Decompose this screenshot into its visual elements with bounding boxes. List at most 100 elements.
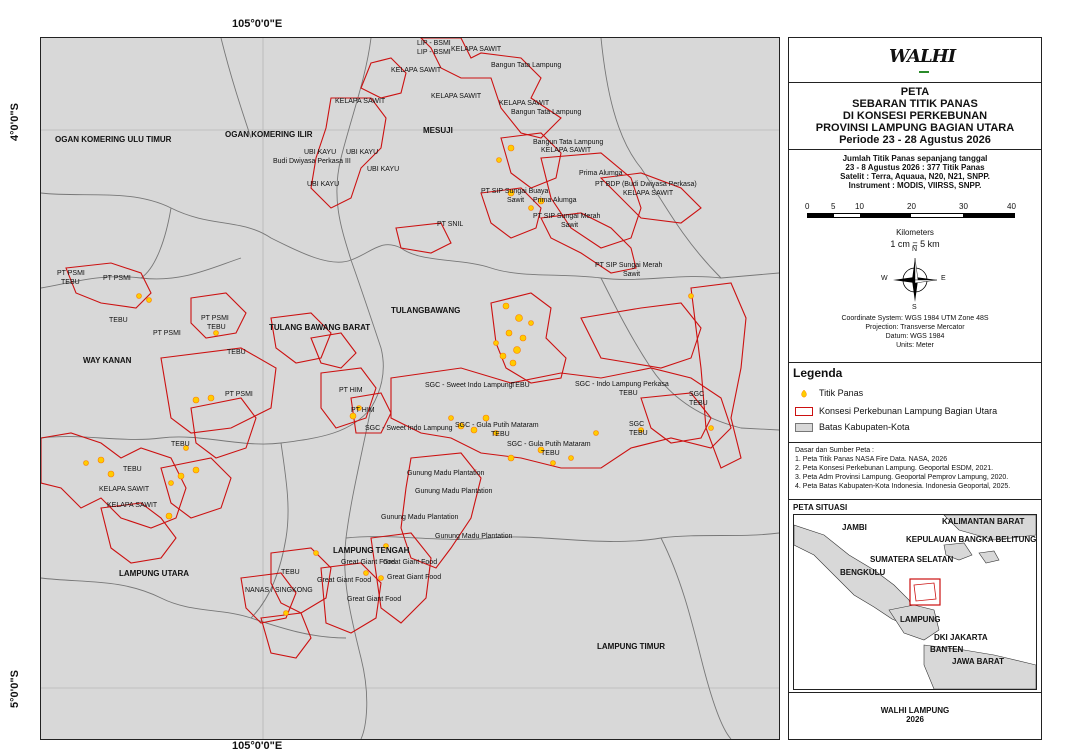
concession-label: PT BDP (Budi Dwiyasa Perkasa) <box>595 181 697 188</box>
hotspot <box>470 426 478 434</box>
concession-label: PT SIP Sungai Buaya <box>481 188 549 195</box>
concession-label: Sawit <box>561 222 579 229</box>
concession-label: Gunung Madu Plantation <box>381 514 459 521</box>
sources-section: Dasar dan Sumber Peta : 1. Peta Titik Pa… <box>789 442 1041 500</box>
legend-title: Legenda <box>793 366 843 380</box>
scale-unit: Kilometers <box>896 228 934 237</box>
source-item: 1. Peta Titik Panas NASA Fire Data. NASA… <box>795 456 948 463</box>
concession-label: UBI KAYU <box>304 149 337 156</box>
inset-label: LAMPUNG <box>900 615 941 624</box>
hotspot <box>568 455 574 461</box>
region-label: WAY KANAN <box>83 356 132 365</box>
legend-section: Legenda Titik Panas Konsesi Perkebunan L… <box>789 362 1041 443</box>
scale-tick: 20 <box>907 202 916 211</box>
projection-info: Coordinate System: WGS 1984 UTM Zone 48S… <box>789 314 1041 350</box>
logo-section: WALHI <box>789 38 1041 83</box>
scale-tick: 5 <box>831 202 836 211</box>
concession-label: Gunung Madu Plantation <box>407 470 485 477</box>
hotspot <box>513 346 521 354</box>
hotspot <box>493 340 499 346</box>
concession-label: TEBU <box>619 390 638 397</box>
hotspot <box>550 460 556 466</box>
hotspot <box>502 302 510 310</box>
concession-label: UBI KAYU <box>307 181 340 188</box>
concession-label: TEBU <box>227 349 246 356</box>
boundary-swatch <box>795 422 813 432</box>
concession-label: KELAPA SAWIT <box>431 93 482 100</box>
concession-label: TEBU <box>109 317 128 324</box>
compass-s: S <box>912 304 917 311</box>
scale-bar-segments <box>807 213 1015 218</box>
hotspot <box>107 470 115 478</box>
concession-label: PT HIM <box>351 407 375 414</box>
inset-label: BANTEN <box>930 645 964 654</box>
title-line: DI KONSESI PERKEBUNAN <box>842 110 988 122</box>
info-line: Jumlah Titik Panas sepanjang tanggal <box>842 154 988 163</box>
concession-label: PT SIP Sungai Merah <box>595 262 663 269</box>
concession-label: Great Giant Food <box>317 577 372 584</box>
hotspot <box>528 205 534 211</box>
hotspot <box>505 329 513 337</box>
walhi-logo: WALHI <box>889 46 956 67</box>
hotspot <box>638 427 644 433</box>
concession-label: Great Giant Food <box>341 559 396 566</box>
scale-tick: 40 <box>1007 202 1016 211</box>
concession-label: Gunung Madu Plantation <box>435 533 513 540</box>
hotspot <box>97 456 105 464</box>
hotspot <box>146 297 152 303</box>
map-info-panel: WALHI PETA SEBARAN TITIK PANAS DI KONSES… <box>788 37 1042 740</box>
concession-label: PT PSMI <box>225 391 253 398</box>
summary-section: Jumlah Titik Panas sepanjang tanggal 23 … <box>789 150 1041 363</box>
left-latitude-5-label: 5°0'0"S <box>8 670 21 708</box>
compass-w: W <box>881 275 888 282</box>
concession-label: PT SIP Sungai Merah <box>533 213 601 220</box>
hotspot <box>356 405 362 411</box>
concession-label: PT PSMI <box>103 275 131 282</box>
concession-label: Prima Alumga <box>579 170 623 177</box>
source-item: 2. Peta Konsesi Perkebunan Lampung. Geop… <box>795 465 994 472</box>
concession-polygons <box>41 38 747 659</box>
bottom-longitude-label: 105°0'0"E <box>232 740 283 752</box>
concession-label: SGC <box>629 421 645 428</box>
title-line: PROVINSI LAMPUNG BAGIAN UTARA <box>815 122 1015 134</box>
concession-label: UBI KAYU <box>346 149 379 156</box>
legend-item-boundary: Batas Kabupaten-Kota <box>795 422 910 432</box>
compass-n: N <box>912 246 918 253</box>
hotspot <box>165 512 173 520</box>
concession-label: SGC - Sweet Indo Lampung <box>425 382 513 389</box>
concession-label: Sawit <box>507 197 525 204</box>
info-line: Instrument : MODIS, VIIRSS, SNPP. <box>848 181 982 190</box>
map-canvas <box>41 38 779 739</box>
hotspot <box>708 425 714 431</box>
inset-label: JAWA BARAT <box>952 657 1004 666</box>
concession-label: KELAPA SAWIT <box>541 147 592 154</box>
map-frame[interactable]: OGAN KOMERING ULU TIMUR OGAN KOMERING IL… <box>40 37 780 740</box>
concession-label: PT PSMI <box>201 315 229 322</box>
inset-label: BENGKULU <box>840 568 886 577</box>
concession-label: KELAPA SAWIT <box>99 486 150 493</box>
region-label: OGAN KOMERING ULU TIMUR <box>55 135 172 144</box>
concession-label: TEBU <box>171 441 190 448</box>
concession-label: TEBU <box>511 382 530 389</box>
concession-label: Great Giant Food <box>347 596 402 603</box>
hotspot <box>448 415 454 421</box>
inset-label: KEPULAUAN BANGKA BELITUNG <box>906 535 1037 544</box>
legend-label: Titik Panas <box>819 388 864 398</box>
concession-label: LIP - BSMI <box>417 40 451 47</box>
inset-map: JAMBI KALIMANTAN BARAT KEPULAUAN BANGKA … <box>793 514 1037 690</box>
footer-section: WALHI LAMPUNG 2026 <box>789 692 1041 739</box>
concession-label: SGC - Gula Putih Mataram <box>507 441 591 448</box>
inset-title: PETA SITUASI <box>793 503 848 512</box>
hotspot <box>168 480 174 486</box>
hotspot <box>528 320 534 326</box>
hotspot <box>83 460 89 466</box>
concession-label: Sawit <box>623 271 641 278</box>
hotspot <box>457 422 465 430</box>
concession-label: Great Giant Food <box>383 559 438 566</box>
projection-line: Projection: Transverse Mercator <box>865 324 965 331</box>
region-label: LAMPUNG TIMUR <box>597 642 665 651</box>
concession-label: Bangun Tata Lampung <box>491 62 562 69</box>
concession-label: KELAPA SAWIT <box>107 502 158 509</box>
compass-icon <box>893 257 938 302</box>
sources-title: Dasar dan Sumber Peta : <box>795 447 874 454</box>
